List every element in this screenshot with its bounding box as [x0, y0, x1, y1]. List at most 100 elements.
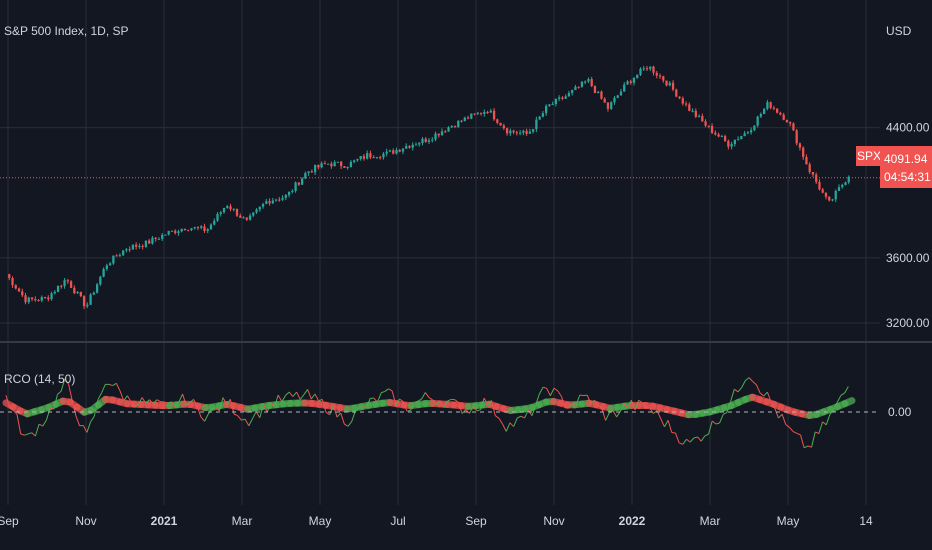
- candle-body: [714, 132, 717, 135]
- candle-body: [684, 103, 688, 105]
- rco-line-segment: [829, 409, 834, 415]
- rco-line-segment: [171, 401, 176, 408]
- candle-body: [632, 78, 636, 83]
- candle-body: [167, 231, 170, 235]
- rco-line-segment: [527, 409, 533, 416]
- last-price-value: 4091.94: [884, 152, 928, 166]
- rco-line-segment: [381, 390, 386, 394]
- candle-body: [95, 284, 99, 293]
- candle-body: [82, 296, 86, 307]
- rco-line-segment: [351, 410, 356, 422]
- time-tick-label: Sep: [465, 514, 487, 528]
- candle-body: [792, 123, 795, 131]
- candle-body: [544, 106, 548, 114]
- rco-line-segment: [634, 400, 640, 410]
- chart-title[interactable]: S&P 500 Index, 1D, SP: [4, 24, 129, 38]
- candle-body: [118, 255, 122, 257]
- rco-line-segment: [560, 396, 566, 408]
- rco-line-segment: [748, 377, 754, 382]
- rco-line-segment: [27, 432, 32, 435]
- rco-line-segment: [145, 399, 150, 404]
- rco-line-segment: [57, 390, 62, 395]
- candle-body: [606, 102, 610, 109]
- rco-line-segment: [24, 433, 29, 436]
- rco-line-segment: [182, 393, 187, 406]
- candle-body: [639, 68, 642, 75]
- candle-body: [63, 280, 66, 287]
- rco-line-segment: [281, 395, 286, 402]
- candle-body: [431, 139, 434, 141]
- rco-line-segment: [274, 394, 279, 408]
- candle-body: [326, 163, 330, 165]
- rco-line-segment: [332, 405, 338, 418]
- time-tick-label: 2022: [619, 514, 646, 528]
- rco-line-segment: [457, 402, 463, 414]
- candle-body: [584, 81, 587, 83]
- candle-body: [610, 102, 613, 109]
- rco-line-segment: [82, 425, 88, 433]
- candle-body: [658, 75, 662, 77]
- candle-body: [782, 114, 785, 120]
- rco-line-segment: [535, 393, 540, 406]
- rco-line-segment: [663, 420, 669, 428]
- rco-line-segment: [60, 378, 66, 392]
- indicator-title[interactable]: RCO (14, 50): [4, 372, 76, 386]
- candle-body: [43, 297, 47, 299]
- candle-body: [40, 297, 43, 301]
- rco-line-segment: [836, 395, 842, 403]
- rco-line-segment: [612, 410, 618, 418]
- candle-body: [11, 277, 14, 286]
- rco-line-segment: [123, 395, 128, 402]
- candle-body: [200, 226, 203, 228]
- candle-body: [730, 144, 733, 147]
- candle-body: [593, 86, 597, 93]
- time-axis[interactable]: Sep Nov 2021 Mar May Jul Sep Nov 2022 Mar May 14: [0, 514, 873, 528]
- rco-line-segment: [222, 397, 228, 405]
- rco-line-segment: [130, 401, 136, 408]
- candle-body: [60, 285, 63, 287]
- candle-body: [834, 190, 837, 200]
- rco-line-segment: [101, 384, 106, 393]
- rco-line-segment: [734, 388, 739, 393]
- rco-line-segment: [152, 399, 158, 405]
- rco-line-segment: [90, 416, 95, 423]
- candle-body: [697, 116, 701, 118]
- rco-line-segment: [498, 418, 503, 425]
- rco-line-segment: [766, 391, 772, 403]
- candle-body: [69, 281, 73, 288]
- candle-body: [291, 190, 294, 192]
- rco-line-segment: [75, 415, 81, 426]
- candle-body: [135, 244, 138, 247]
- candle-body: [525, 130, 528, 134]
- candle-body: [688, 104, 691, 111]
- candle-body: [759, 113, 763, 117]
- candle-body: [736, 139, 740, 141]
- candle-body: [232, 208, 235, 210]
- candle-body: [108, 263, 112, 266]
- rco-line-segment: [597, 405, 603, 409]
- time-tick-label: 14: [859, 514, 873, 528]
- rco-line-segment: [255, 411, 261, 419]
- candle-body: [512, 130, 515, 133]
- candle-body: [434, 133, 437, 140]
- candle-body: [779, 112, 782, 115]
- candle-body: [603, 98, 606, 103]
- grid-lines: [0, 0, 880, 505]
- candle-body: [76, 291, 79, 294]
- candle-body: [528, 131, 532, 134]
- candle-body: [183, 228, 187, 231]
- candle-body: [287, 191, 291, 196]
- price-axis[interactable]: 4400.00 3600.00 3200.00: [886, 121, 930, 330]
- rco-line-segment: [432, 399, 437, 405]
- rco-line-segment: [141, 397, 147, 404]
- candle-body: [271, 200, 274, 204]
- candle-body: [252, 212, 255, 216]
- candle-body: [424, 138, 427, 142]
- rco-line-segment: [259, 403, 264, 418]
- candle-body: [590, 79, 593, 87]
- rco-line-segment: [674, 432, 680, 444]
- candle-body: [222, 208, 226, 213]
- candle-body: [466, 117, 470, 119]
- rco-line-segment: [605, 412, 610, 421]
